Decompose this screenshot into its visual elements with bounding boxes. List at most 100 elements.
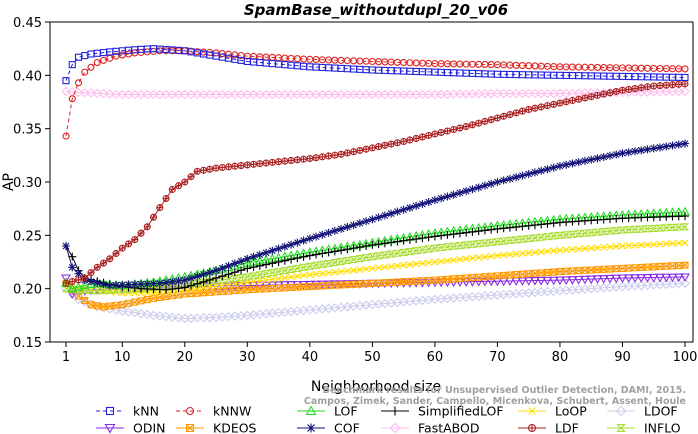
data-point-cof xyxy=(305,234,314,243)
data-point-simplifiedlof xyxy=(262,260,271,269)
data-point-cof xyxy=(268,246,277,255)
data-point-simplifiedlof xyxy=(455,229,464,238)
legend-label-ldof: LDOF xyxy=(644,404,678,419)
legend-item-ldf: LDF xyxy=(518,421,579,434)
data-point-ldf xyxy=(68,278,76,286)
data-point-simplifiedlof xyxy=(224,270,233,279)
data-point-cof xyxy=(574,158,583,167)
data-point-cof xyxy=(212,266,221,275)
data-point-loop xyxy=(350,266,358,274)
data-point-fastabod xyxy=(636,87,647,97)
data-point-odin xyxy=(492,277,503,287)
data-point-loop xyxy=(287,273,295,281)
data-point-loop xyxy=(600,243,608,251)
data-point-ldf xyxy=(456,124,464,132)
data-point-fastabod xyxy=(511,88,521,99)
data-point-ldof xyxy=(173,313,184,323)
data-point-odin xyxy=(605,274,615,284)
data-point-simplifiedlof xyxy=(530,221,539,230)
data-point-inflo xyxy=(661,224,671,232)
data-point-ldf xyxy=(587,93,595,101)
data-point-fastabod xyxy=(192,89,203,100)
legend-item-loop: LoOP xyxy=(518,404,587,419)
data-point-kdeos xyxy=(137,297,145,305)
data-point-loop xyxy=(519,250,526,257)
data-point-cof xyxy=(605,151,614,160)
data-point-ldf xyxy=(287,156,295,164)
x-tick-label: 80 xyxy=(552,350,569,365)
data-point-loop xyxy=(362,265,370,273)
data-point-odin xyxy=(636,274,647,283)
data-point-ldof xyxy=(61,283,71,294)
data-point-loop xyxy=(381,263,389,271)
data-point-cof xyxy=(437,194,446,203)
data-point-ldf xyxy=(93,263,101,271)
data-point-fastabod xyxy=(61,86,71,97)
data-point-loop xyxy=(644,241,651,249)
data-point-inflo xyxy=(80,286,90,294)
data-point-cof xyxy=(180,276,189,285)
data-point-fastabod xyxy=(523,88,534,99)
data-point-odin xyxy=(573,275,584,285)
data-point-simplifiedlof xyxy=(212,274,221,282)
data-point-ldf xyxy=(543,102,551,110)
data-point-cof xyxy=(487,179,496,188)
data-point-cof xyxy=(681,139,689,148)
data-point-simplifiedlof xyxy=(193,279,202,288)
data-point-cof xyxy=(262,248,271,257)
data-point-cof xyxy=(662,142,671,151)
data-point-fastabod xyxy=(548,88,559,99)
data-point-fastabod xyxy=(380,89,390,100)
data-point-simplifiedlof xyxy=(305,251,314,260)
x-tick-label: 20 xyxy=(177,350,194,365)
data-point-cof xyxy=(630,147,639,156)
data-point-ldof xyxy=(148,310,159,321)
data-point-fastabod xyxy=(86,88,96,98)
data-point-ldf xyxy=(356,146,364,154)
data-point-inflo xyxy=(680,223,690,231)
data-point-ldf xyxy=(149,213,158,221)
data-point-inflo xyxy=(418,246,427,254)
data-point-cof xyxy=(555,162,564,170)
data-point-fastabod xyxy=(317,89,328,100)
data-point-cof xyxy=(499,176,508,185)
data-point-inflo xyxy=(555,231,565,239)
data-point-cof xyxy=(68,263,77,272)
data-point-inflo xyxy=(468,240,477,248)
data-point-fastabod xyxy=(180,89,190,100)
data-point-cof xyxy=(580,156,589,165)
data-point-loop xyxy=(562,246,570,254)
data-point-knn xyxy=(81,52,89,60)
data-point-odin xyxy=(473,277,484,287)
legend-marker-simplifiedlof xyxy=(390,406,400,416)
data-point-simplifiedlof xyxy=(499,224,508,233)
data-point-odin xyxy=(61,274,71,284)
legend-item-cof: COF xyxy=(297,421,360,434)
data-point-ldf xyxy=(237,162,245,170)
data-point-ldf xyxy=(268,158,276,166)
data-point-inflo xyxy=(518,235,527,243)
data-point-ldf xyxy=(475,119,483,127)
data-point-loop xyxy=(437,257,445,265)
data-point-ldf xyxy=(568,97,577,104)
data-point-inflo xyxy=(368,253,377,261)
data-point-fastabod xyxy=(73,87,84,98)
data-point-loop xyxy=(581,245,589,252)
data-point-fastabod xyxy=(104,89,115,99)
data-point-ldf xyxy=(606,89,614,97)
data-point-fastabod xyxy=(255,89,265,100)
data-point-fastabod xyxy=(455,89,465,99)
data-point-cof xyxy=(424,198,433,207)
data-point-ldf xyxy=(650,82,658,90)
data-point-cof xyxy=(449,190,458,199)
data-point-ldf xyxy=(181,178,189,186)
data-point-inflo xyxy=(268,269,277,277)
data-point-cof xyxy=(93,278,102,287)
y-tick-label: 0.20 xyxy=(13,283,42,298)
data-point-loop xyxy=(368,265,376,272)
data-point-inflo xyxy=(274,268,283,276)
data-point-inflo xyxy=(618,226,627,234)
data-point-cof xyxy=(393,207,402,216)
data-point-ldf xyxy=(331,151,339,159)
